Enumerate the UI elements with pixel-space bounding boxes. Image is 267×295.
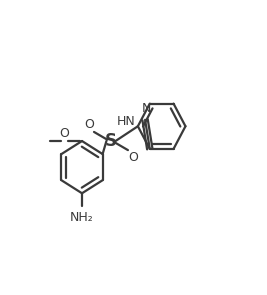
Text: HN: HN bbox=[117, 115, 136, 128]
Text: S: S bbox=[105, 132, 117, 150]
Text: NH₂: NH₂ bbox=[70, 211, 94, 224]
Text: O: O bbox=[128, 151, 138, 164]
Text: O: O bbox=[60, 127, 69, 140]
Text: N: N bbox=[142, 102, 151, 115]
Text: O: O bbox=[84, 118, 94, 131]
